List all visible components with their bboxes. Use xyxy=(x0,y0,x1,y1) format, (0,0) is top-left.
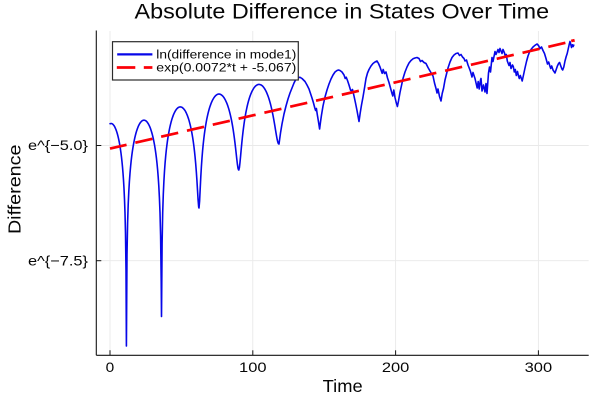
svg-text:Difference: Difference xyxy=(5,145,25,235)
svg-text:exp(0.0072*t + -5.067): exp(0.0072*t + -5.067) xyxy=(156,60,296,74)
svg-text:100: 100 xyxy=(239,359,267,375)
svg-text:0: 0 xyxy=(106,359,115,375)
svg-text:ln(difference in mode1): ln(difference in mode1) xyxy=(156,47,296,61)
svg-text:e^{−5.0}: e^{−5.0} xyxy=(28,137,88,153)
svg-text:Time: Time xyxy=(323,376,363,396)
svg-text:Absolute Difference in States: Absolute Difference in States Over Time xyxy=(135,1,550,24)
svg-text:300: 300 xyxy=(525,359,553,375)
svg-text:e^{−7.5}: e^{−7.5} xyxy=(28,252,88,268)
svg-text:200: 200 xyxy=(382,359,410,375)
